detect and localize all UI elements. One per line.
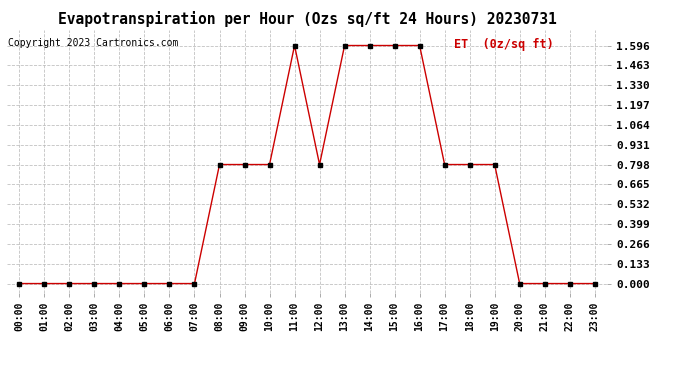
Text: ET  (0z/sq ft): ET (0z/sq ft) xyxy=(454,38,554,51)
Text: Copyright 2023 Cartronics.com: Copyright 2023 Cartronics.com xyxy=(8,38,178,48)
Title: Evapotranspiration per Hour (Ozs sq/ft 24 Hours) 20230731: Evapotranspiration per Hour (Ozs sq/ft 2… xyxy=(58,12,556,27)
